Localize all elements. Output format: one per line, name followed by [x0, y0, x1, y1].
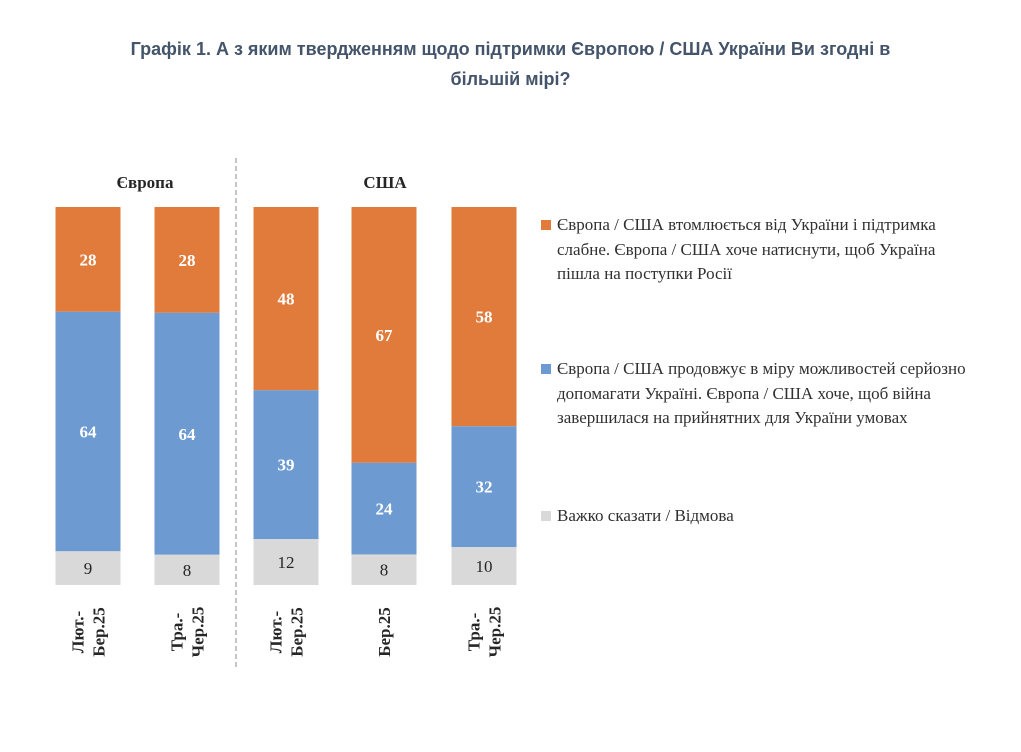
bar-segment: [253, 390, 319, 540]
bar-segment: [351, 462, 417, 555]
bar-segment: [253, 207, 319, 391]
data-label: 39: [278, 456, 295, 475]
data-label: 28: [80, 250, 97, 269]
data-label: 64: [179, 425, 197, 444]
panel-label: Європа: [117, 173, 174, 192]
category-label: Лют.- Бер.25: [267, 607, 307, 657]
bar-segment: [154, 312, 220, 555]
category-label-line: Чер.25: [189, 607, 208, 658]
bar-segment: [351, 554, 417, 585]
legend-swatch: [541, 511, 551, 521]
bar-segment: [55, 207, 121, 312]
data-label: 10: [476, 557, 493, 576]
category-label: Тра.- Чер.25: [168, 607, 208, 658]
bar-segment: [154, 554, 220, 585]
category-label: Лют.- Бер.25: [69, 607, 109, 657]
chart-title-line-1: Графік 1. А з яким твердженням щодо підт…: [130, 39, 891, 59]
legend-label: Важко сказати / Відмова: [557, 506, 734, 525]
data-label: 32: [476, 478, 493, 497]
bar-segment: [253, 539, 319, 585]
category-label-line: Бер.25: [90, 607, 109, 657]
data-label: 67: [376, 326, 394, 345]
legend-item: Європа / США продовжує в міру можливосте…: [541, 357, 981, 431]
data-label: 24: [376, 500, 394, 519]
category-label-line: Тра.-: [465, 612, 484, 651]
chart-title-line-2: більшій мірі?: [450, 69, 571, 89]
data-label: 48: [278, 290, 295, 309]
data-label: 9: [84, 559, 93, 578]
bar-segment: [154, 207, 220, 313]
category-label-line: Бер.25: [375, 607, 394, 657]
data-label: 8: [380, 561, 389, 580]
category-label: Тра.- Чер.25: [465, 607, 505, 658]
data-label: 58: [476, 308, 493, 327]
bar-segment: [351, 207, 417, 463]
data-label: 64: [80, 423, 98, 442]
bar-segment: [451, 547, 517, 585]
panel-label: США: [363, 173, 407, 192]
data-label: 12: [278, 553, 295, 572]
category-label-line: Чер.25: [486, 607, 505, 658]
bar-segment: [451, 207, 517, 427]
bar-segment: [55, 551, 121, 585]
bar-segment: [451, 426, 517, 548]
category-label: Бер.25: [375, 607, 394, 657]
category-label-line: Бер.25: [288, 607, 307, 657]
legend-label: Європа / США втомлюється від України і п…: [557, 215, 936, 283]
category-label-line: Лют.-: [69, 610, 88, 653]
legend-item: Важко сказати / Відмова: [541, 504, 981, 529]
legend-swatch: [541, 220, 551, 230]
category-label-line: Тра.-: [168, 612, 187, 651]
legend-swatch: [541, 364, 551, 374]
legend-item: Європа / США втомлюється від України і п…: [541, 213, 981, 287]
data-label: 28: [179, 251, 196, 270]
legend-label: Європа / США продовжує в міру можливосте…: [557, 359, 966, 427]
category-label-line: Лют.-: [267, 610, 286, 653]
data-label: 8: [183, 561, 192, 580]
chart-title: Графік 1. А з яким твердженням щодо підт…: [20, 34, 1001, 94]
bar-segment: [55, 311, 121, 552]
